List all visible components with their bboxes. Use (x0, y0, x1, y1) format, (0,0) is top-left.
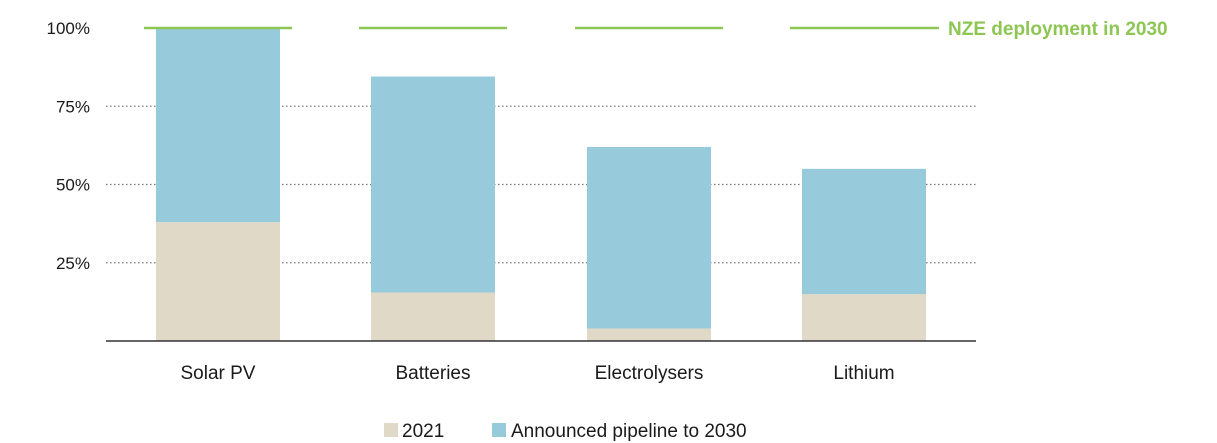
category-label: Batteries (396, 363, 471, 384)
legend-swatch-2021 (384, 423, 398, 437)
category-label: Lithium (833, 363, 894, 384)
category-labels: Solar PV Batteries Electrolysers Lithium (181, 363, 895, 384)
bar-solar-pv-series-1 (156, 28, 280, 223)
legend-label-2021: 2021 (402, 421, 444, 442)
bar-batteries-series-1 (371, 76, 495, 293)
y-tick-label: 50% (56, 176, 90, 195)
y-tick-label: 75% (56, 97, 90, 116)
legend-swatch-announced-pipeline (492, 423, 506, 437)
category-label: Electrolysers (595, 363, 704, 384)
y-tick-label: 25% (56, 254, 90, 273)
legend: 2021 Announced pipeline to 2030 (384, 421, 747, 442)
bar-lithium-series-1 (802, 168, 926, 295)
bar-lithium-series-0 (802, 294, 926, 341)
legend-label-announced-pipeline: Announced pipeline to 2030 (511, 421, 747, 442)
bar-batteries-series-0 (371, 292, 495, 341)
bar-electrolysers-series-1 (587, 146, 711, 329)
y-axis-tick-labels: 25% 50% 75% 100% (47, 19, 90, 273)
target-line-label: NZE deployment in 2030 (948, 19, 1168, 40)
category-label: Solar PV (181, 363, 256, 384)
y-tick-label: 100% (47, 19, 90, 38)
bar-solar-pv-series-0 (156, 222, 280, 341)
bar-electrolysers-series-0 (587, 328, 711, 341)
bars (156, 28, 926, 341)
